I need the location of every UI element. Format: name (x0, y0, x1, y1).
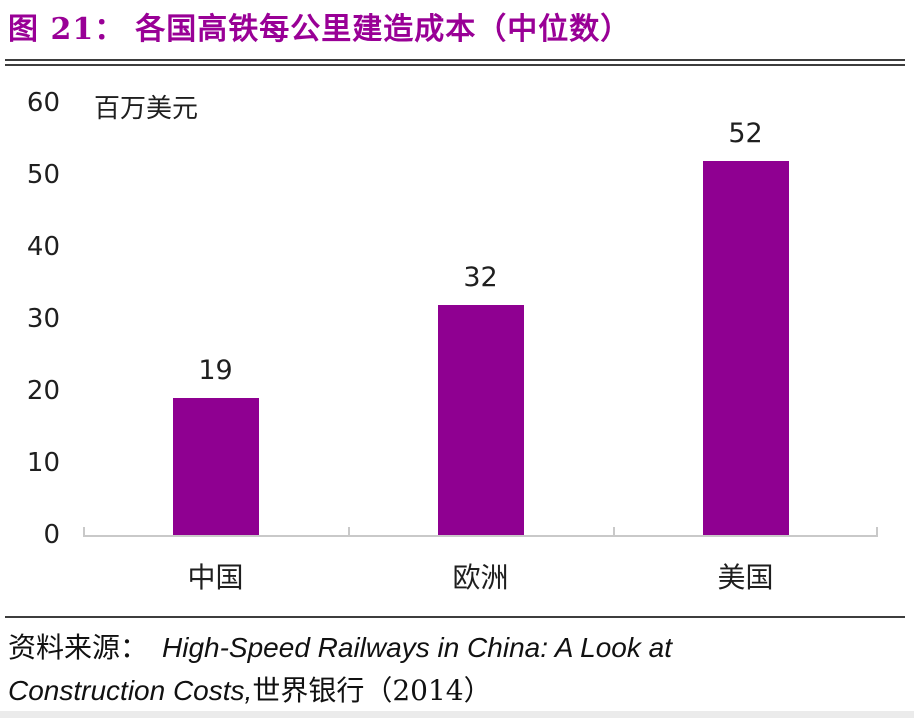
figure-title-text: 各国高铁每公里建造成本（中位数） (135, 12, 632, 47)
x-axis-tick (876, 527, 878, 535)
title-separator (5, 59, 905, 66)
source-title-part2: Construction Costs, (8, 675, 253, 706)
source-line-1: 资料来源： High-Speed Railways in China: A Loo… (8, 626, 672, 669)
y-axis-tick-label: 30 (26, 304, 60, 334)
x-axis-tick (83, 527, 85, 535)
plot-area: 19 32 52 (83, 103, 878, 537)
bar-value-label: 52 (728, 118, 763, 149)
bar (702, 161, 789, 535)
x-axis-label: 中国 (187, 561, 244, 594)
bar (437, 305, 524, 535)
y-axis-tick-label: 40 (26, 232, 60, 262)
x-axis-tick (613, 527, 615, 535)
source-note: 资料来源： High-Speed Railways in China: A Loo… (8, 626, 672, 712)
y-axis-tick-label: 10 (26, 448, 60, 478)
y-axis-tick-label: 50 (26, 160, 60, 190)
category-band: 32 (348, 103, 613, 535)
category-band: 52 (613, 103, 878, 535)
x-axis-label: 欧洲 (452, 561, 509, 594)
bar-value-label: 19 (198, 355, 233, 386)
source-title-part1: High-Speed Railways in China: A Look at (162, 632, 672, 663)
bar-value-label: 32 (463, 262, 498, 293)
y-axis: 0 10 20 30 40 50 60 (0, 88, 60, 550)
figure-number: 图 21： (8, 12, 126, 47)
x-axis-labels: 中国 欧洲 美国 (83, 556, 878, 596)
y-axis-tick-label: 60 (26, 88, 60, 118)
page-bottom-edge (0, 711, 914, 718)
y-axis-tick-label: 20 (26, 376, 60, 406)
source-publisher: 世界银行（2014） (252, 674, 492, 707)
footer-separator (5, 616, 905, 618)
bar (172, 398, 259, 535)
source-line-2: Construction Costs,世界银行（2014） (8, 669, 672, 712)
category-band: 19 (83, 103, 348, 535)
y-axis-tick-label: 0 (43, 520, 60, 550)
x-axis-tick (348, 527, 350, 535)
figure-title: 图 21： 各国高铁每公里建造成本（中位数） (8, 4, 631, 48)
source-prefix: 资料来源： (8, 631, 149, 664)
y-axis-unit-label: 百万美元 (94, 94, 199, 124)
x-axis-label: 美国 (717, 561, 774, 594)
